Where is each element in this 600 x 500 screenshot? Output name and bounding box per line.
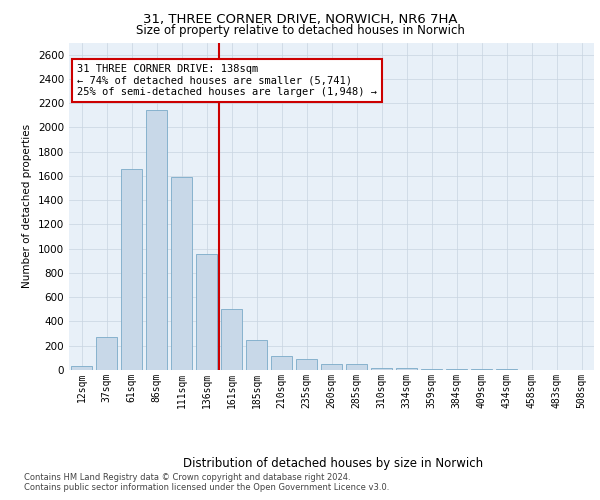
Bar [371,368,392,370]
Text: 31 THREE CORNER DRIVE: 138sqm
← 74% of detached houses are smaller (5,741)
25% o: 31 THREE CORNER DRIVE: 138sqm ← 74% of d… [77,64,377,97]
Text: Contains HM Land Registry data © Crown copyright and database right 2024.: Contains HM Land Registry data © Crown c… [24,472,350,482]
Text: 31, THREE CORNER DRIVE, NORWICH, NR6 7HA: 31, THREE CORNER DRIVE, NORWICH, NR6 7HA [143,12,457,26]
Bar [96,337,117,370]
Bar [246,340,267,370]
Text: Size of property relative to detached houses in Norwich: Size of property relative to detached ho… [136,24,464,37]
Bar [296,359,317,370]
Bar [271,356,292,370]
Text: Distribution of detached houses by size in Norwich: Distribution of detached houses by size … [183,458,483,470]
Bar [171,177,192,370]
Bar [71,366,92,370]
Bar [396,368,417,370]
Bar [146,110,167,370]
Bar [196,254,217,370]
Text: Contains public sector information licensed under the Open Government Licence v3: Contains public sector information licen… [24,484,389,492]
Bar [346,364,367,370]
Bar [446,369,467,370]
Bar [221,310,242,370]
Y-axis label: Number of detached properties: Number of detached properties [22,124,32,288]
Bar [121,168,142,370]
Bar [421,369,442,370]
Bar [321,364,342,370]
